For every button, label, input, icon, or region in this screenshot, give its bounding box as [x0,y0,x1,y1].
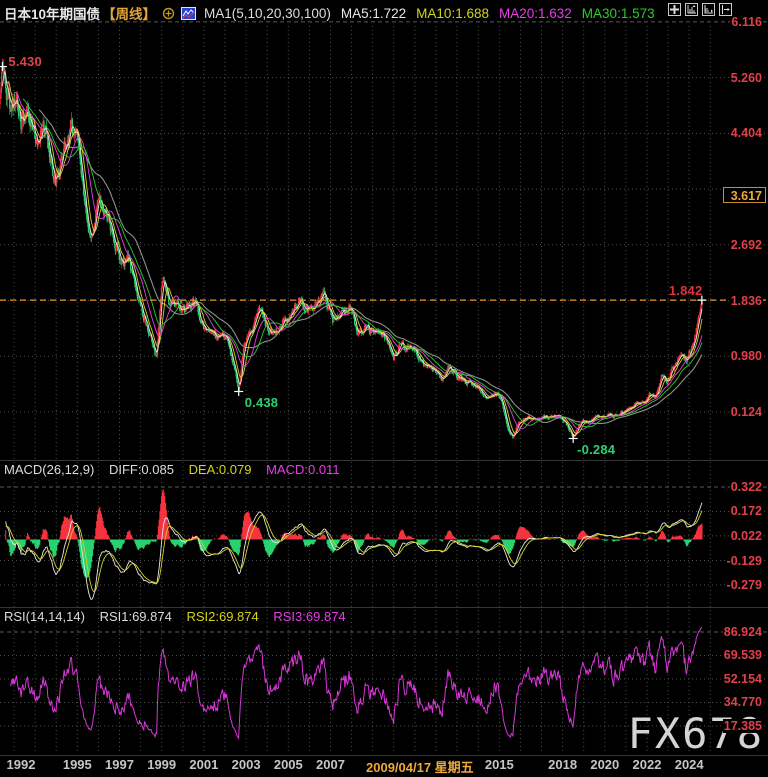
price-extreme-label: 1.842 [668,283,703,299]
macd-tick-label: 0.022 [729,528,763,543]
year-label: 2018 [548,757,578,772]
chart-toolbar [668,3,732,16]
ma-settings-label: MA1(5,10,20,30,100) [204,5,331,21]
macd-label-row: MACD(26,12,9) DIFF:0.085 DEA:0.079 MACD:… [4,462,351,477]
macd-value: MACD:0.011 [266,462,340,477]
rsi-tick-label: 86.924 [722,625,763,639]
price-extreme-label: -0.284 [577,442,616,458]
circle-plus-icon[interactable] [162,7,175,20]
macd-tick-label: -0.279 [725,577,763,592]
price-tick-label: 6.116 [730,14,763,29]
header-bar: 日本10年期国债 【周线】 MA1(5,10,20,30,100) MA5:1.… [0,0,768,26]
price-tick-label: 5.260 [729,70,763,85]
pane-separator [0,460,768,461]
ma20-value: MA20:1.632 [498,5,572,21]
crosshair-date-label: 2009/04/17 星期五 [366,760,474,775]
rsi-label-row: RSI(14,14,14) RSI1:69.874 RSI2:69.874 RS… [4,609,357,624]
price-tick-label: 0.980 [729,349,763,364]
year-label: 2007 [316,757,345,772]
price-extreme-label: 0.438 [244,395,279,411]
macd-tick-label: 0.322 [729,480,763,494]
move-crosshair-icon[interactable] [668,3,681,16]
year-label: 2003 [231,757,261,772]
year-label: 2001 [189,757,219,772]
year-label: 1997 [105,757,134,772]
period-tag[interactable]: 【周线】 [102,7,157,22]
macd-params-label: MACD(26,12,9) [4,462,95,477]
rsi-tick-label: 34.770 [722,695,763,710]
watermark: FX678 [627,709,764,758]
pane-separator [0,755,768,756]
axis-zoom-up-icon[interactable] [685,3,698,16]
year-label: 2022 [632,757,662,772]
macd-tick-label: 0.172 [729,504,763,519]
year-label: 1999 [147,757,177,772]
dea-value: DEA:0.079 [188,462,252,477]
time-axis-background [0,756,768,777]
price-tick-label: 4.404 [729,126,763,141]
year-label: 1995 [62,757,92,772]
year-label: 2015 [484,757,514,772]
axis-zoom-right-icon[interactable] [702,3,715,16]
rsi-tick-label: 17.385 [722,718,763,733]
pane-separator [0,607,768,608]
instrument-title: 日本10年期国债 [4,7,101,22]
year-label: 1992 [6,757,36,772]
price-tick-label: 2.692 [729,237,763,252]
rsi-params-label: RSI(14,14,14) [4,609,85,624]
crosshair-price-label: 3.617 [723,187,766,203]
year-label: 2005 [273,757,303,772]
rsi-tick-label: 69.539 [722,648,763,663]
pan-right-icon[interactable] [719,3,732,16]
price-tick-label: 1.836 [729,293,763,308]
diff-value: DIFF:0.085 [108,462,174,477]
year-label: 2024 [674,757,704,772]
ma30-value: MA30:1.573 [581,5,655,21]
year-label: 2020 [590,757,620,772]
chart-thumbnail-icon[interactable] [181,6,197,20]
price-tick-label: 0.124 [729,404,763,419]
rsi1-value: RSI1:69.874 [99,609,172,624]
rsi3-value: RSI3:69.874 [273,609,346,624]
macd-tick-label: -0.129 [725,553,763,568]
rsi-tick-label: 52.154 [722,671,763,686]
ma10-value: MA10:1.688 [416,5,489,21]
ma5-value: MA5:1.722 [340,5,407,21]
rsi2-value: RSI2:69.874 [186,609,259,624]
price-extreme-label: 5.430 [8,53,42,69]
